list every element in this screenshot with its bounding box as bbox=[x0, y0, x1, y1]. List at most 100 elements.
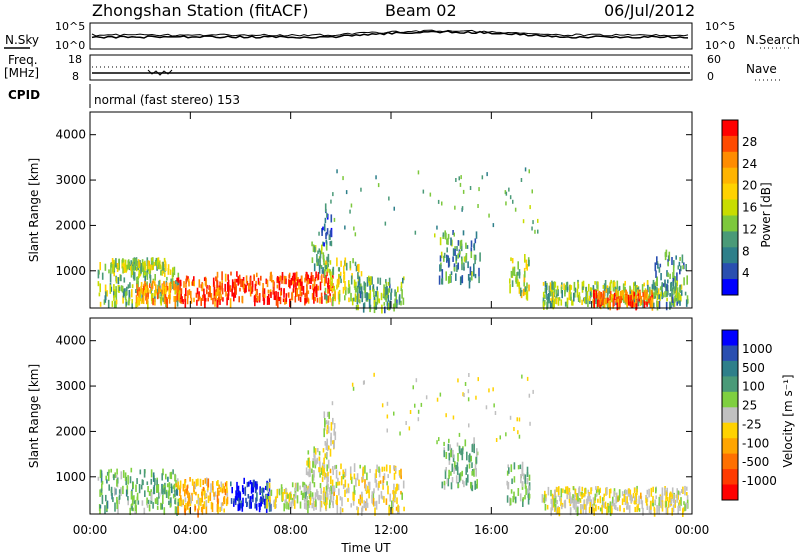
heatmap-cell bbox=[154, 281, 156, 286]
heatmap-cell bbox=[307, 471, 309, 476]
heatmap-cell bbox=[441, 481, 444, 489]
heatmap-cell bbox=[293, 496, 296, 503]
heatmap-cell bbox=[172, 272, 174, 278]
heatmap-cell bbox=[237, 276, 239, 286]
heatmap-cell bbox=[669, 502, 672, 507]
heatmap-cell bbox=[537, 229, 539, 234]
heatmap-cell bbox=[617, 497, 620, 502]
heatmap-cell bbox=[317, 496, 320, 501]
heatmap-cell bbox=[638, 495, 640, 505]
heatmap-cell bbox=[206, 284, 208, 289]
heatmap-cell bbox=[218, 297, 220, 303]
heatmap-cell bbox=[146, 294, 148, 300]
heatmap-cell bbox=[392, 497, 395, 502]
heatmap-cell bbox=[326, 464, 328, 472]
heatmap-cell bbox=[112, 263, 114, 273]
heatmap-cell bbox=[622, 290, 625, 296]
heatmap-cell bbox=[115, 286, 117, 294]
heatmap-cell bbox=[368, 293, 370, 300]
heatmap-cell bbox=[520, 290, 523, 294]
heatmap-cell bbox=[140, 298, 143, 304]
heatmap-cell bbox=[168, 482, 171, 492]
colorbar-swatch bbox=[722, 484, 738, 501]
heatmap-cell bbox=[307, 488, 310, 495]
heatmap-cell bbox=[470, 481, 472, 489]
heatmap-cell bbox=[337, 291, 340, 300]
heatmap-cell bbox=[329, 269, 331, 276]
heatmap-cell bbox=[636, 488, 638, 495]
heatmap-cell bbox=[563, 283, 565, 290]
heatmap-cell bbox=[592, 285, 595, 290]
heatmap-cell bbox=[249, 277, 252, 286]
heatmap-cell bbox=[326, 451, 328, 458]
heatmap-cell bbox=[323, 492, 325, 502]
heatmap-cell bbox=[376, 286, 378, 291]
heatmap-cell bbox=[366, 281, 369, 287]
heatmap-cell bbox=[142, 261, 145, 266]
heatmap-cell bbox=[517, 261, 519, 270]
heatmap-cell bbox=[646, 281, 649, 287]
heatmap-cell bbox=[420, 402, 423, 407]
heatmap-cell bbox=[513, 476, 516, 483]
x-axis-label: Time UT bbox=[340, 541, 391, 554]
heatmap-cell bbox=[674, 276, 677, 283]
heatmap-cell bbox=[162, 491, 164, 495]
heatmap-cell bbox=[395, 487, 397, 494]
heatmap-cell bbox=[318, 264, 321, 274]
heatmap-cell bbox=[655, 487, 657, 494]
heatmap-cell bbox=[597, 498, 599, 503]
heatmap-cell bbox=[564, 301, 567, 307]
heatmap-cell bbox=[396, 483, 399, 491]
heatmap-cell bbox=[552, 301, 555, 310]
heatmap-cell bbox=[455, 273, 457, 281]
heatmap-cell bbox=[149, 264, 151, 269]
heatmap-cell bbox=[147, 486, 149, 493]
heatmap-cell bbox=[551, 289, 554, 294]
heatmap-cell bbox=[397, 286, 399, 293]
heatmap-cell bbox=[616, 507, 619, 512]
heatmap-cell bbox=[373, 488, 375, 494]
heatmap-cell bbox=[631, 291, 634, 300]
heatmap-cell bbox=[359, 499, 361, 503]
heatmap-cell bbox=[347, 498, 349, 502]
heatmap-cell bbox=[397, 484, 400, 491]
heatmap-cell bbox=[343, 265, 345, 275]
heatmap-cell bbox=[188, 508, 191, 513]
heatmap-cell bbox=[201, 493, 203, 503]
heatmap-cell bbox=[344, 280, 346, 291]
heatmap-cell bbox=[284, 298, 286, 305]
heatmap-cell bbox=[513, 462, 516, 470]
heatmap-cell bbox=[127, 496, 129, 501]
heatmap-cell bbox=[461, 258, 463, 265]
heatmap-cell bbox=[171, 278, 174, 287]
heatmap-cell bbox=[518, 281, 520, 289]
heatmap-cell bbox=[388, 287, 391, 293]
heatmap-cell bbox=[121, 259, 123, 269]
heatmap-cell bbox=[295, 289, 298, 297]
heatmap-cell bbox=[441, 201, 443, 206]
heatmap-cell bbox=[514, 496, 517, 503]
heatmap-cell bbox=[569, 284, 571, 294]
heatmap-cell bbox=[275, 296, 278, 306]
colorbar-tick-label: 4 bbox=[742, 266, 750, 280]
heatmap-cell bbox=[117, 263, 119, 269]
heatmap-cell bbox=[647, 293, 649, 303]
heatmap-cell bbox=[171, 486, 173, 494]
heatmap-cell bbox=[616, 280, 619, 290]
heatmap-cell bbox=[680, 497, 682, 506]
heatmap-cell bbox=[447, 237, 449, 245]
heatmap-cell bbox=[599, 495, 602, 504]
heatmap-cell bbox=[657, 263, 659, 269]
heatmap-cell bbox=[380, 491, 383, 499]
heatmap-cell bbox=[203, 501, 206, 510]
heatmap-cell bbox=[180, 501, 182, 507]
heatmap-cell bbox=[382, 475, 385, 483]
heatmap-cell bbox=[217, 500, 219, 504]
heatmap-cell bbox=[155, 288, 157, 294]
heatmap-cell bbox=[383, 288, 385, 297]
heatmap-cell bbox=[574, 287, 577, 293]
heatmap-cell bbox=[184, 488, 187, 494]
heatmap-cell bbox=[349, 209, 351, 214]
heatmap-cell bbox=[518, 285, 521, 294]
heatmap-cell bbox=[566, 297, 569, 305]
